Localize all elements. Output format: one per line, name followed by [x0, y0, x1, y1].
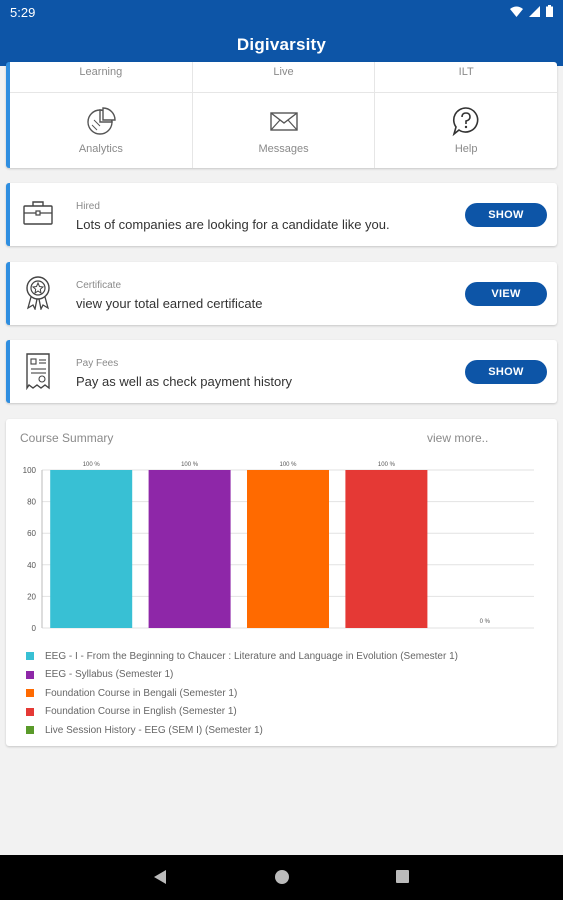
bar-data-label: 100 %	[83, 462, 101, 468]
bar-data-label: 100 %	[279, 462, 297, 468]
legend-label: EEG - Syllabus (Semester 1)	[45, 669, 174, 681]
bar	[345, 470, 428, 628]
status-bar: 5:29	[0, 0, 563, 24]
card-text: Lots of companies are looking for a cand…	[76, 217, 390, 232]
grid-item-live[interactable]: Live	[193, 62, 376, 92]
card-label: Pay Fees	[76, 358, 119, 369]
course-summary-card: Course Summary view more.. 0 20 40 60 80 100 1…	[6, 419, 557, 746]
legend-item: Foundation Course in Bengali (Semester 1…	[26, 684, 458, 703]
card-label: Hired	[76, 201, 100, 212]
grid-item-help[interactable]: Help	[375, 93, 557, 168]
certificate-icon	[26, 276, 50, 310]
legend-swatch	[26, 689, 34, 698]
legend-item: EEG - I - From the Beginning to Chaucer …	[26, 647, 458, 666]
app-bar: Digivarsity	[0, 24, 563, 66]
grid-item-learning[interactable]: Learning	[10, 62, 193, 92]
status-time: 5:29	[10, 5, 36, 20]
legend-item: EEG - Syllabus (Semester 1)	[26, 666, 458, 685]
messages-icon	[269, 112, 298, 131]
grid-item-ilt[interactable]: ILT	[375, 62, 557, 92]
grid-item-label: Live	[273, 66, 294, 78]
grid-item-label: ILT	[458, 66, 474, 78]
receipt-icon	[26, 353, 50, 390]
home-icon[interactable]	[274, 869, 290, 885]
y-tick-label: 60	[27, 529, 36, 538]
status-icons	[510, 5, 553, 17]
analytics-icon	[87, 107, 116, 135]
grid-item-analytics[interactable]: Analytics	[10, 93, 193, 168]
system-nav-bar	[0, 855, 563, 900]
legend-swatch	[26, 707, 34, 716]
app-title: Digivarsity	[236, 35, 327, 54]
bar	[247, 470, 329, 628]
bar-data-label: 100 %	[378, 462, 396, 468]
bar-data-label: 100 %	[181, 462, 199, 468]
help-icon	[452, 107, 479, 137]
card-label: Certificate	[76, 280, 122, 291]
pay-fees-show-button[interactable]: SHOW	[465, 360, 547, 384]
feature-grid: Learning Live ILT Analytics Messages	[6, 62, 557, 168]
legend-swatch	[26, 726, 34, 735]
card-text: Pay as well as check payment history	[76, 374, 293, 389]
legend-swatch	[26, 670, 34, 679]
pay-fees-card: Pay Fees Pay as well as check payment hi…	[6, 340, 557, 403]
legend-label: EEG - I - From the Beginning to Chaucer …	[45, 650, 458, 662]
battery-icon	[546, 5, 553, 17]
grid-item-label: Analytics	[78, 143, 123, 155]
legend-label: Foundation Course in Bengali (Semester 1…	[45, 687, 238, 699]
y-tick-label: 0	[32, 624, 37, 633]
bar	[50, 470, 133, 628]
recents-icon[interactable]	[395, 869, 410, 884]
hired-show-button[interactable]: SHOW	[465, 203, 547, 227]
feature-grid-bottom-row: Analytics Messages Help	[10, 93, 557, 168]
y-tick-label: 80	[27, 498, 36, 507]
certificate-view-button[interactable]: VIEW	[465, 282, 547, 306]
legend-swatch	[26, 652, 34, 661]
feature-grid-top-row: Learning Live ILT	[10, 62, 557, 93]
signal-icon	[529, 5, 540, 17]
y-tick-label: 20	[27, 592, 36, 601]
grid-item-label: Messages	[258, 143, 309, 155]
y-tick-label: 100	[23, 466, 37, 475]
legend-item: Live Session History - EEG (SEM I) (Seme…	[26, 721, 458, 740]
grid-item-label: Learning	[79, 66, 123, 78]
grid-item-label: Help	[454, 143, 478, 155]
wifi-icon	[510, 6, 523, 17]
legend-item: Foundation Course in English (Semester 1…	[26, 703, 458, 722]
view-more-link[interactable]: view more..	[427, 431, 489, 445]
y-tick-label: 40	[27, 561, 36, 570]
bar-data-label: 0 %	[480, 619, 491, 625]
hired-card: Hired Lots of companies are looking for …	[6, 183, 557, 246]
certificate-card: Certificate view your total earned certi…	[6, 262, 557, 325]
course-summary-title: Course Summary	[20, 431, 114, 445]
grid-item-messages[interactable]: Messages	[193, 93, 376, 168]
back-icon[interactable]	[153, 869, 167, 885]
legend-label: Foundation Course in English (Semester 1…	[45, 706, 237, 718]
bar	[148, 470, 231, 628]
chart-legend: EEG - I - From the Beginning to Chaucer …	[26, 647, 458, 740]
course-summary-chart: 0 20 40 60 80 100 100 % 100 % 100 % 100 % 0 %	[23, 462, 534, 633]
legend-label: Live Session History - EEG (SEM I) (Seme…	[45, 724, 263, 736]
card-text: view your total earned certificate	[76, 296, 263, 311]
briefcase-icon	[23, 201, 53, 225]
